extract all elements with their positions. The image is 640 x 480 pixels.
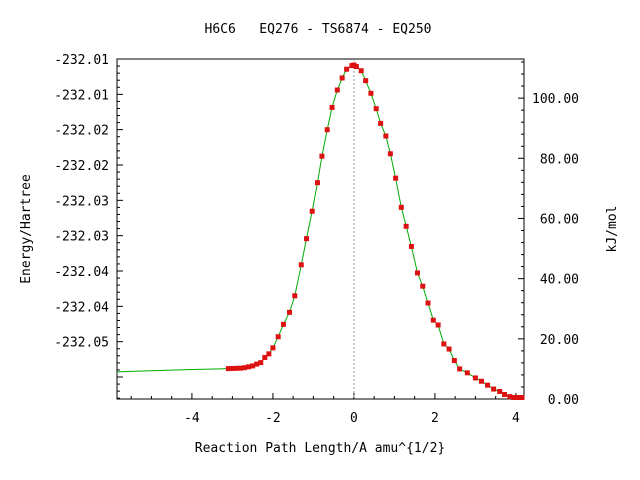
data-point [378, 120, 384, 126]
data-point [485, 382, 491, 388]
data-point [233, 365, 239, 371]
data-point [435, 322, 441, 328]
data-point [430, 317, 436, 323]
data-point [353, 64, 359, 70]
y-tick-label: -232.01 [54, 53, 109, 68]
data-point [229, 365, 235, 371]
y-tick-label: -232.04 [54, 265, 109, 280]
data-point [319, 153, 325, 159]
data-point [393, 175, 399, 181]
data-point [502, 391, 508, 397]
data-point [270, 345, 276, 351]
plot-frame [116, 58, 525, 400]
y-tick-label: -232.01 [54, 88, 109, 103]
data-point [497, 388, 503, 394]
data-point [287, 309, 293, 315]
data-point [292, 293, 298, 299]
data-point [511, 394, 517, 400]
data-point [472, 375, 478, 381]
y2-tick-label: 20.00 [540, 333, 579, 348]
data-point [298, 262, 304, 268]
data-point [414, 270, 420, 276]
data-point [373, 106, 379, 112]
data-point [420, 283, 426, 289]
y-tick-label: -232.05 [54, 336, 109, 351]
x-tick-label: 2 [431, 411, 439, 426]
data-point [314, 180, 320, 186]
data-point [441, 341, 447, 347]
data-point [329, 104, 335, 110]
x-tick-label: 0 [350, 411, 358, 426]
y2-tick-label: 100.00 [532, 92, 579, 107]
y-tick-label: -232.02 [54, 124, 109, 139]
y-axis-label: Energy/Hartree [19, 174, 34, 284]
data-point [491, 386, 497, 392]
data-point [309, 208, 315, 214]
data-point [339, 75, 345, 81]
y-tick-label: -232.02 [54, 159, 109, 174]
data-point [363, 78, 369, 84]
data-point [408, 243, 414, 249]
data-point [387, 151, 393, 157]
data-point [358, 68, 364, 74]
data-point [451, 357, 457, 363]
data-point [238, 365, 244, 371]
data-point [457, 366, 463, 372]
data-point [464, 370, 470, 376]
y2-tick-label: 60.00 [540, 212, 579, 227]
y2-axis-ticks: 0.00 20.00 40.00 60.00 80.00 100.00 [518, 61, 579, 408]
data-point [250, 363, 256, 369]
data-point [425, 300, 431, 306]
data-point [225, 366, 231, 372]
y-tick-label: -232.03 [54, 230, 109, 245]
data-point [478, 378, 484, 384]
data-point [446, 346, 452, 352]
y2-axis-label: kJ/mol [605, 206, 620, 253]
data-point [519, 394, 525, 400]
data-point [275, 334, 281, 340]
y2-tick-label: 40.00 [540, 273, 579, 288]
series-line [116, 64, 522, 398]
data-point [383, 133, 389, 139]
data-point [334, 87, 340, 93]
y-axis-ticks: -232.01 -232.01 -232.02 -232.02 -232.03 -232.… [54, 53, 123, 399]
y2-tick-label: 0.00 [548, 393, 579, 408]
data-point [246, 364, 252, 370]
data-point [368, 90, 374, 96]
series-markers [225, 62, 525, 400]
data-point [280, 321, 286, 327]
x-axis-ticks: -4 -2 0 2 4 [130, 393, 520, 426]
data-point [304, 236, 310, 242]
y-tick-label: -232.04 [54, 300, 109, 315]
data-point [515, 394, 521, 400]
data-point [344, 66, 350, 72]
data-point [403, 223, 409, 229]
data-point [266, 351, 272, 357]
data-point [262, 354, 268, 360]
chart-title: H6C6 EQ276 - TS6874 - EQ250 [205, 22, 432, 37]
y2-tick-label: 80.00 [540, 152, 579, 167]
data-point [398, 204, 404, 210]
y-tick-label: -232.03 [54, 194, 109, 209]
data-point [507, 394, 513, 400]
x-axis-label: Reaction Path Length/A amu^{1/2} [195, 441, 445, 456]
x-tick-label: 4 [512, 411, 520, 426]
data-point [242, 365, 248, 371]
x-tick-label: -4 [184, 411, 200, 426]
data-point [254, 361, 260, 367]
data-point [324, 127, 330, 133]
x-tick-label: -2 [265, 411, 281, 426]
data-point [258, 360, 264, 366]
